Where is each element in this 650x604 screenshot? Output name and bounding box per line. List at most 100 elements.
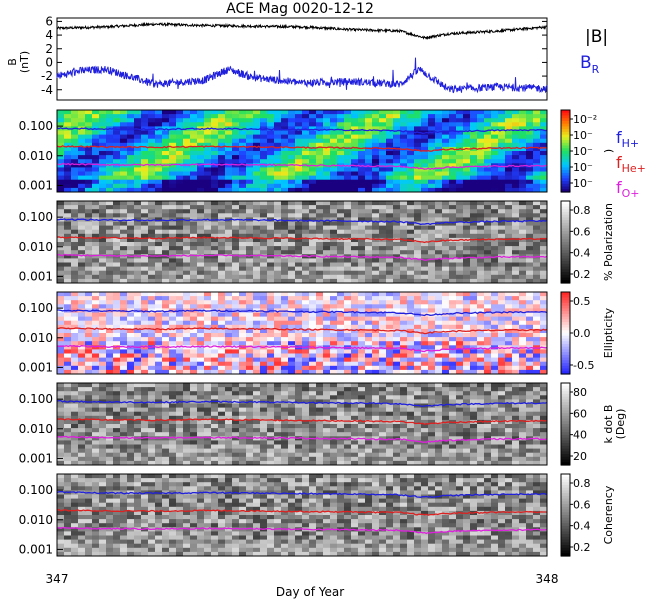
spectrogram-cell bbox=[267, 230, 275, 235]
spectrogram-cell bbox=[211, 275, 219, 280]
spectrogram-cell bbox=[386, 135, 394, 140]
spectrogram-cell bbox=[470, 296, 478, 301]
spectrogram-cell bbox=[169, 457, 177, 462]
spectrogram-cell bbox=[99, 258, 107, 263]
spectrogram-cell bbox=[120, 383, 128, 388]
spectrogram-cell bbox=[141, 250, 149, 255]
spectrogram-cell bbox=[106, 159, 114, 164]
spectrogram-cell bbox=[274, 213, 282, 218]
spectrogram-cell bbox=[155, 341, 163, 346]
spectrogram-cell bbox=[414, 176, 422, 181]
spectrogram-cell bbox=[428, 143, 436, 148]
spectrogram-cell bbox=[113, 333, 121, 338]
spectrogram-cell bbox=[337, 337, 345, 342]
spectrogram-cell bbox=[540, 242, 548, 247]
spectrogram-cell bbox=[386, 143, 394, 148]
spectrogram-cell bbox=[141, 304, 149, 309]
spectrogram-cell bbox=[386, 275, 394, 280]
spectrogram-cell bbox=[99, 139, 107, 144]
spectrogram-cell bbox=[162, 271, 170, 276]
spectrogram-cell bbox=[477, 358, 485, 363]
spectrogram-cell bbox=[260, 337, 268, 342]
spectrogram-cell bbox=[281, 317, 289, 322]
spectrogram-cell bbox=[85, 110, 93, 115]
spectrogram-cell bbox=[295, 230, 303, 235]
spectrogram-cell bbox=[407, 234, 415, 239]
spectrogram-cell bbox=[351, 349, 359, 354]
spectrogram-cell bbox=[505, 321, 513, 326]
spectrogram-cell bbox=[127, 250, 135, 255]
spectrogram-cell bbox=[442, 226, 450, 231]
spectrogram-cell bbox=[134, 317, 142, 322]
spectrogram-cell bbox=[477, 230, 485, 235]
spectrogram-cell bbox=[197, 122, 205, 127]
spectrogram-cell bbox=[351, 114, 359, 119]
spectrogram-cell bbox=[183, 358, 191, 363]
spectrogram-cell bbox=[491, 172, 499, 177]
spectrogram-cell bbox=[92, 337, 100, 342]
spectrogram-cell bbox=[155, 408, 163, 413]
spectrogram-cell bbox=[190, 395, 198, 400]
spectrogram-cell bbox=[323, 304, 331, 309]
spectrogram-cell bbox=[204, 432, 212, 437]
spectrogram-cell bbox=[519, 313, 527, 318]
spectrogram-cell bbox=[169, 184, 177, 189]
spectrogram-cell bbox=[232, 341, 240, 346]
spectrogram-cell bbox=[337, 304, 345, 309]
spectrogram-cell bbox=[435, 184, 443, 189]
spectrogram-cell bbox=[155, 404, 163, 409]
spectrogram-cell bbox=[456, 267, 464, 272]
spectrogram-cell bbox=[78, 135, 86, 140]
spectrogram-cell bbox=[414, 304, 422, 309]
spectrogram-cell bbox=[540, 135, 548, 140]
spectrogram-cell bbox=[295, 354, 303, 359]
spectrogram-cell bbox=[211, 457, 219, 462]
spectrogram-cell bbox=[386, 155, 394, 160]
spectrogram-cell bbox=[232, 271, 240, 276]
spectrogram-cell bbox=[57, 449, 65, 454]
spectrogram-cell bbox=[183, 391, 191, 396]
spectrogram-cell bbox=[113, 349, 121, 354]
spectrogram-cell bbox=[316, 151, 324, 156]
spectrogram-cell bbox=[78, 275, 86, 280]
spectrogram-cell bbox=[211, 329, 219, 334]
spectrogram-cell bbox=[197, 250, 205, 255]
spectrogram-cell bbox=[204, 209, 212, 214]
spectrogram-cell bbox=[386, 317, 394, 322]
spectrogram-cell bbox=[260, 159, 268, 164]
spectrogram-cell bbox=[400, 201, 408, 206]
spectrogram-cell bbox=[99, 432, 107, 437]
spectrogram-cell bbox=[204, 122, 212, 127]
spectrogram-cell bbox=[400, 358, 408, 363]
spectrogram-cell bbox=[379, 242, 387, 247]
spectrogram-cell bbox=[183, 349, 191, 354]
spectrogram-cell bbox=[435, 300, 443, 305]
spectrogram-cell bbox=[491, 234, 499, 239]
spectrogram-cell bbox=[512, 234, 520, 239]
spectrogram-cell bbox=[449, 155, 457, 160]
spectrogram-cell bbox=[239, 292, 247, 297]
spectrogram-cell bbox=[456, 333, 464, 338]
spectrogram-cell bbox=[428, 163, 436, 168]
spectrogram-cell bbox=[302, 172, 310, 177]
spectrogram-cell bbox=[64, 457, 72, 462]
spectrogram-cell bbox=[239, 457, 247, 462]
spectrogram-cell bbox=[470, 176, 478, 181]
spectrogram-cell bbox=[260, 139, 268, 144]
spectrogram-cell bbox=[78, 242, 86, 247]
spectrogram-cell bbox=[246, 449, 254, 454]
spectrogram-cell bbox=[533, 349, 541, 354]
spectrogram-cell bbox=[435, 362, 443, 367]
spectrogram-cell bbox=[491, 337, 499, 342]
spectrogram-cell bbox=[232, 387, 240, 392]
spectrogram-cell bbox=[218, 201, 226, 206]
spectrogram-cell bbox=[162, 404, 170, 409]
spectrogram-cell bbox=[211, 337, 219, 342]
spectrogram-cell bbox=[78, 201, 86, 206]
spectrogram-cell bbox=[232, 258, 240, 263]
spectrogram-cell bbox=[498, 180, 506, 185]
mag-ylabel-bottom: (nT) bbox=[18, 51, 31, 73]
spectrogram-cell bbox=[190, 428, 198, 433]
spectrogram-cell bbox=[449, 325, 457, 330]
spectrogram-cell bbox=[484, 292, 492, 297]
